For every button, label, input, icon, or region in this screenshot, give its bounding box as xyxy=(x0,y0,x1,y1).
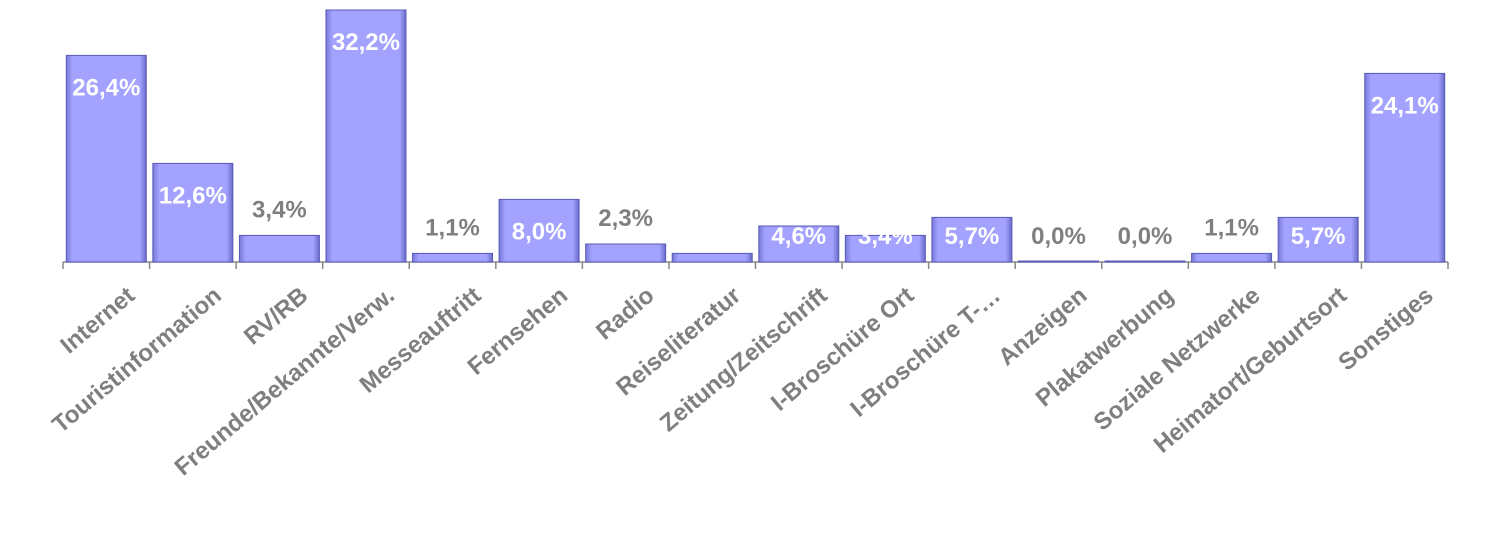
bar xyxy=(585,243,667,263)
data-label: 12,6% xyxy=(159,182,227,209)
x-tick-label: I-Broschüre Ort xyxy=(766,282,919,417)
bar xyxy=(1017,260,1099,263)
data-label: 0,0% xyxy=(1031,223,1086,250)
data-label: 1,1% xyxy=(1204,214,1259,241)
bar xyxy=(498,198,580,263)
data-label: 26,4% xyxy=(72,74,140,101)
x-tick-label: Sonstiges xyxy=(1333,282,1438,376)
data-label: 5,7% xyxy=(945,223,1000,250)
bar xyxy=(325,9,407,263)
data-label: 0,0% xyxy=(1118,223,1173,250)
bar xyxy=(1191,252,1273,263)
bar xyxy=(152,162,234,263)
data-label: 4,6% xyxy=(771,223,826,250)
bar xyxy=(1364,72,1446,263)
x-tick-label: Internet xyxy=(55,282,140,359)
data-label: 24,1% xyxy=(1371,92,1439,119)
data-label: 8,0% xyxy=(512,218,567,245)
bar xyxy=(1104,260,1186,263)
bar xyxy=(931,216,1013,263)
x-tick-label: I-Broschüre T-… xyxy=(845,282,1005,423)
data-label: 5,7% xyxy=(1291,223,1346,250)
bar xyxy=(671,252,753,263)
x-tick-label: RV/RB xyxy=(239,282,313,350)
data-label: 32,2% xyxy=(332,29,400,56)
data-label: 3,4% xyxy=(858,223,913,250)
data-label: 2,3% xyxy=(598,205,653,232)
bar xyxy=(238,234,320,263)
bar xyxy=(65,54,147,263)
bar xyxy=(412,252,494,263)
bar xyxy=(758,225,840,263)
bar xyxy=(1277,216,1359,263)
bar xyxy=(844,234,926,263)
data-label: 3,4% xyxy=(252,196,307,223)
x-tick-label: Zeitung/Zeitschrift xyxy=(655,282,833,437)
x-tick-label: Radio xyxy=(591,282,659,346)
data-label: 1,1% xyxy=(425,214,480,241)
x-tick-label: Touristinformation xyxy=(47,282,226,439)
